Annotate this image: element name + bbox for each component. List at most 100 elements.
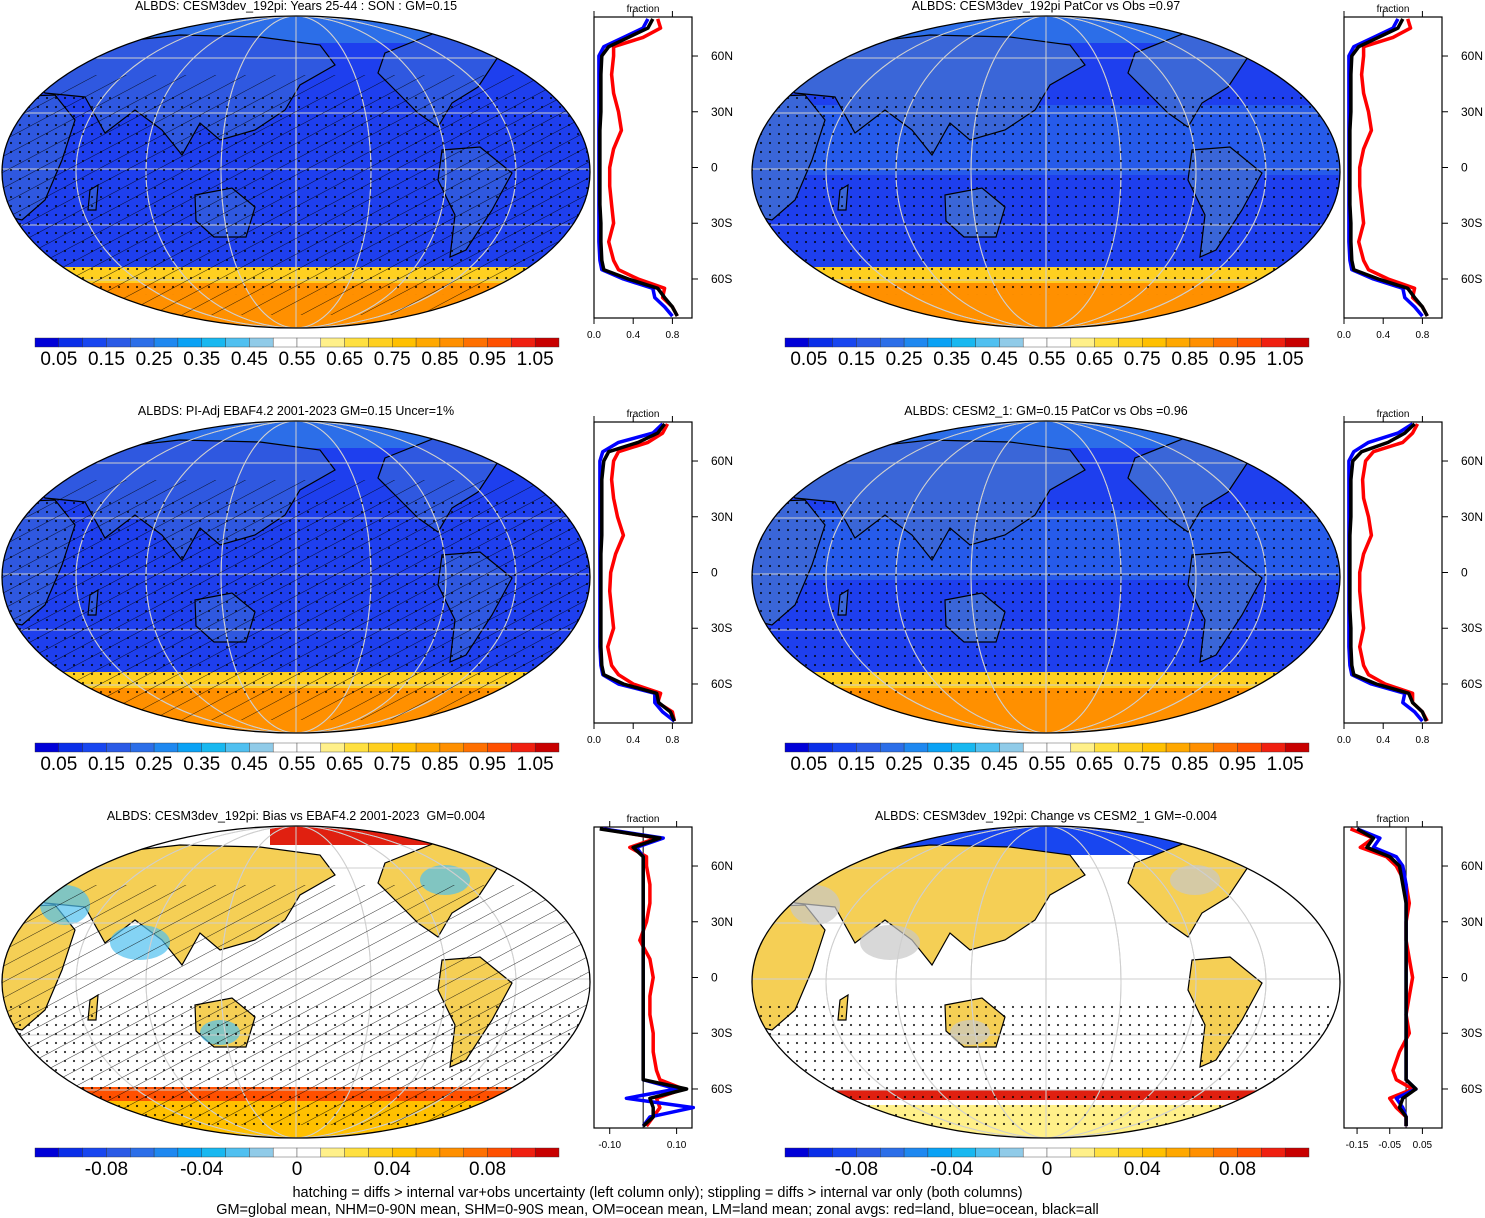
graticule-meridian <box>895 826 1197 1138</box>
zonal-ytick-label: 30S <box>1461 621 1482 635</box>
colorbar-label: 0.95 <box>1219 754 1257 775</box>
colorbar-label: 0.45 <box>980 349 1018 370</box>
colorbar-label: 0.45 <box>980 754 1018 775</box>
zonal-ytick-label: 30S <box>1461 1026 1482 1040</box>
stippling <box>2 500 590 700</box>
colorbar-label: 0.35 <box>933 349 971 370</box>
zonal-ytick-label: 60S <box>1461 272 1482 286</box>
zonal-xtick-label: 0.4 <box>1376 735 1390 746</box>
zonal-ytick-label: 30N <box>711 510 733 524</box>
colorbar-box <box>1213 742 1238 753</box>
zonal-ytick-label: 30N <box>1461 105 1483 119</box>
zonal-plot-6: fraction -0.15 -0.05 0.05 60N 30N 0 30S 60S <box>1343 814 1483 1151</box>
colorbar-box <box>784 337 810 348</box>
zonal-ytick-label: 60S <box>711 272 732 286</box>
zonal-plot-5: fraction -0.10 0.10 60N 30N 0 30S 60S <box>593 814 733 1151</box>
colorbar-label: 0.95 <box>469 349 507 370</box>
stippling <box>752 95 1340 295</box>
colorbar-label: 0.65 <box>326 754 364 775</box>
colorbar-box <box>1022 742 1048 753</box>
colorbar <box>34 742 560 753</box>
colorbar-label: 0.15 <box>837 349 875 370</box>
zonal-plot-3: fraction 0.0 0.4 0.8 60N 30N 0 30S 60S <box>587 409 733 746</box>
colorbar-box <box>439 337 464 348</box>
colorbar-box <box>951 337 976 348</box>
colorbar-box <box>975 742 1000 753</box>
zonal-plot-frame <box>1343 826 1443 1129</box>
colorbar-box <box>856 1147 881 1158</box>
colorbar-box <box>415 742 441 753</box>
colorbar-box <box>975 1147 1000 1158</box>
colorbar-box <box>153 1147 179 1158</box>
colorbar-label: 0.65 <box>1076 349 1114 370</box>
colorbar-box <box>1142 742 1167 753</box>
colorbar-box <box>808 742 833 753</box>
zonal-ytick-label: 30N <box>711 105 733 119</box>
colorbar-box <box>1118 742 1143 753</box>
zonal-ytick-label: 60S <box>711 1082 732 1096</box>
zonal-ytick-label: 0 <box>711 566 718 580</box>
colorbar-label: 0.85 <box>421 754 459 775</box>
zonal-xlabel: fraction <box>627 409 660 420</box>
colorbar-box <box>296 1147 322 1158</box>
zonal-ytick-label: 30N <box>711 915 733 929</box>
zonal-line-all <box>598 18 679 317</box>
panel-title-4: ALBDS: CESM2_1: GM=0.15 PatCor vs Obs =0… <box>904 404 1188 418</box>
stippling <box>2 95 590 295</box>
colorbar-label: 0.05 <box>40 349 78 370</box>
colorbar-box <box>808 1147 833 1158</box>
zonal-xtick-label: 0.8 <box>1415 330 1429 341</box>
colorbar-label: 0.05 <box>790 754 828 775</box>
colorbar-box <box>415 1147 441 1158</box>
colorbar-box <box>903 1147 929 1158</box>
zonal-ytick-label: 60N <box>1461 859 1483 873</box>
zonal-line-all <box>1348 422 1428 722</box>
colorbar-box <box>1046 337 1072 348</box>
zonal-line-all <box>1348 18 1429 317</box>
zonal-ytick-label: 30S <box>711 621 732 635</box>
colorbar <box>34 337 560 348</box>
colorbar-box <box>1284 1147 1310 1158</box>
colorbar-box <box>1070 742 1095 753</box>
map-field <box>2 421 590 733</box>
colorbar-label: 0.35 <box>183 754 221 775</box>
colorbar-box <box>511 742 536 753</box>
colorbar-box <box>272 1147 298 1158</box>
colorbar-box <box>1237 1147 1262 1158</box>
colorbar-label: 0.85 <box>1171 754 1209 775</box>
colorbar-box <box>225 1147 250 1158</box>
zonal-ytick-label: 0 <box>1461 566 1468 580</box>
map-border <box>1 420 591 734</box>
colorbar-label: 0.08 <box>1219 1159 1257 1180</box>
colorbar-box <box>808 337 833 348</box>
colorbar-box <box>368 742 393 753</box>
colorbar-box <box>272 742 298 753</box>
zonal-xtick-label: 0.4 <box>1376 330 1390 341</box>
panel-title-2: ALBDS: CESM3dev_192pi PatCor vs Obs =0.9… <box>911 0 1181 13</box>
zonal-plot-1: fraction 0.0 0.4 0.8 60N 30N 0 30S 60S <box>587 4 733 341</box>
map-border <box>751 825 1341 1139</box>
colorbar-box <box>34 742 60 753</box>
zonal-line-land <box>606 18 679 317</box>
colorbar-box <box>1284 742 1310 753</box>
colorbar-label: 0.55 <box>278 754 316 775</box>
colorbar-label: 0.85 <box>421 349 459 370</box>
colorbar-label: 0.65 <box>1076 754 1114 775</box>
colorbar-box <box>177 337 202 348</box>
colorbar-box <box>903 742 929 753</box>
colorbar-box <box>58 1147 83 1158</box>
zonal-ytick-label: 0 <box>711 971 718 985</box>
zonal-ytick-label: 30N <box>1461 915 1483 929</box>
colorbar-label: 0.25 <box>885 754 923 775</box>
colorbar-label: 0.08 <box>469 1159 507 1180</box>
zonal-xtick-label: -0.05 <box>1378 1140 1401 1151</box>
zonal-xtick-label: -0.15 <box>1346 1140 1369 1151</box>
map-field <box>752 16 1340 328</box>
colorbar-box <box>201 742 226 753</box>
colorbar-label: 0.65 <box>326 349 364 370</box>
colorbar-box <box>296 742 322 753</box>
zonal-ytick-label: 60S <box>1461 1082 1482 1096</box>
colorbar-box <box>82 742 107 753</box>
colorbar-box <box>463 742 488 753</box>
colorbar-box <box>1070 1147 1095 1158</box>
